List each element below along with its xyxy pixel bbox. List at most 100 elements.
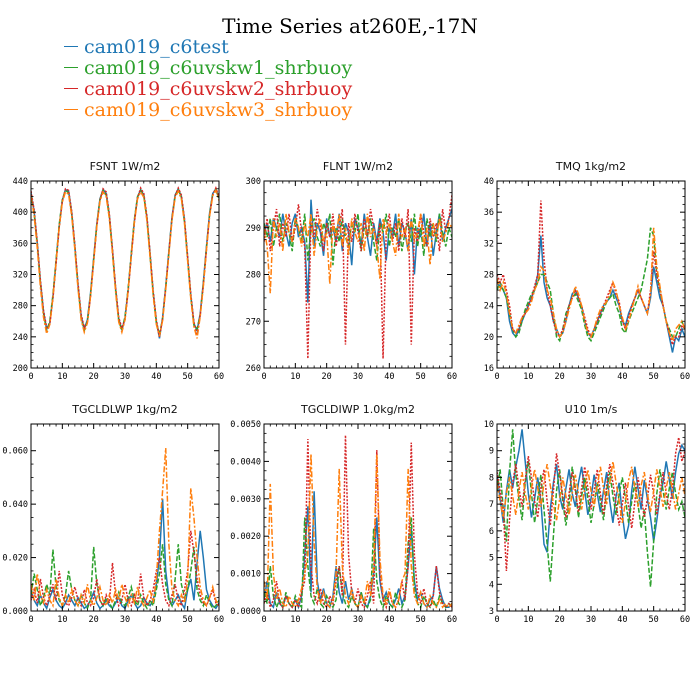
chart-panel: U10 1m/s 0 10 20 30 40 50 60 3 4 5 6 7 8 9 10 <box>484 403 690 625</box>
y-tick-label: 0.020 <box>2 554 28 564</box>
panel-title: U10 1m/s <box>565 403 618 416</box>
y-tick-label: 0.0030 <box>230 495 261 505</box>
x-tick-label: 50 <box>416 615 426 625</box>
y-tick-label: 40 <box>484 177 494 187</box>
x-tick-label: 20 <box>89 372 99 382</box>
y-tick-label: 24 <box>484 302 494 312</box>
x-tick-label: 0 <box>261 372 266 382</box>
x-tick-label: 40 <box>151 615 161 625</box>
legend-label: cam019_c6test <box>84 36 229 58</box>
y-tick-label: 320 <box>13 271 28 281</box>
x-tick-label: 30 <box>120 615 130 625</box>
chart-panel: TGCLDIWP 1.0kg/m2 0 10 20 30 40 50 60 0.0000 0.00… <box>230 403 457 625</box>
x-tick-label: 10 <box>290 372 300 382</box>
chart-panel: FLNT 1W/m2 0 10 20 30 40 50 60 260 270 280 290 300 <box>246 160 457 382</box>
y-tick-label: 360 <box>13 239 28 249</box>
legend-swatch <box>64 87 78 89</box>
series-line <box>31 447 219 608</box>
y-tick-label: 5 <box>489 554 494 564</box>
y-tick-label: 200 <box>13 364 28 374</box>
x-tick-label: 40 <box>617 615 627 625</box>
x-tick-label: 20 <box>322 372 332 382</box>
x-tick-label: 10 <box>290 615 300 625</box>
x-tick-label: 20 <box>555 372 565 382</box>
series-line <box>264 517 452 610</box>
x-tick-label: 60 <box>214 372 224 382</box>
legend-swatch <box>64 66 78 68</box>
series-line <box>31 188 219 339</box>
legend-label: cam019_c6uvskw2_shrbuoy <box>84 78 353 100</box>
y-tick-label: 0.0010 <box>230 570 261 580</box>
x-tick-label: 30 <box>353 615 363 625</box>
y-tick-label: 0.0000 <box>230 607 261 617</box>
x-tick-label: 10 <box>523 372 533 382</box>
x-tick-label: 20 <box>555 615 565 625</box>
y-tick-label: 270 <box>246 317 261 327</box>
x-tick-label: 20 <box>89 615 99 625</box>
legend-item: cam019_c6test <box>64 37 352 58</box>
y-tick-label: 10 <box>484 420 494 430</box>
page-title: Time Series at260E,-17N <box>222 14 478 38</box>
panel-title: TGCLDIWP 1.0kg/m2 <box>300 403 415 416</box>
x-tick-label: 60 <box>680 372 690 382</box>
y-tick-label: 0.060 <box>2 447 28 457</box>
series-line <box>497 227 685 344</box>
series-line <box>497 437 685 571</box>
legend-label: cam019_c6uvskw1_shrbuoy <box>84 57 353 79</box>
y-tick-label: 8 <box>489 473 494 483</box>
x-tick-label: 50 <box>649 615 659 625</box>
legend-item: cam019_c6uvskw3_shrbuoy <box>64 100 352 121</box>
series-line <box>264 213 452 294</box>
chart-panel: TMQ 1kg/m2 0 10 20 30 40 50 60 16 20 24 28 32 36 40 <box>484 160 690 382</box>
x-tick-label: 60 <box>680 615 690 625</box>
legend-label: cam019_c6uvskw3_shrbuoy <box>84 99 353 121</box>
chart-panel: TGCLDLWP 1kg/m2 0 10 20 30 40 50 60 0.000 0.020 0.… <box>2 403 224 625</box>
x-tick-label: 30 <box>586 615 596 625</box>
x-tick-label: 50 <box>649 372 659 382</box>
legend-item: cam019_c6uvskw1_shrbuoy <box>64 58 352 79</box>
x-tick-label: 40 <box>617 372 627 382</box>
x-tick-label: 0 <box>261 615 266 625</box>
x-tick-label: 50 <box>416 372 426 382</box>
series-line <box>497 461 685 523</box>
y-tick-label: 0.0020 <box>230 532 261 542</box>
panel-title: TGCLDLWP 1kg/m2 <box>71 403 177 416</box>
x-tick-label: 0 <box>494 372 499 382</box>
y-tick-label: 28 <box>484 271 494 281</box>
y-tick-label: 290 <box>246 224 261 234</box>
x-tick-label: 30 <box>120 372 130 382</box>
x-tick-label: 30 <box>586 372 596 382</box>
series-line <box>264 453 452 609</box>
y-tick-label: 32 <box>484 239 494 249</box>
legend: cam019_c6test cam019_c6uvskw1_shrbuoy ca… <box>64 37 352 121</box>
plot-frame <box>263 423 453 612</box>
panel-title: FSNT 1W/m2 <box>90 160 161 173</box>
y-tick-label: 20 <box>484 333 494 343</box>
y-tick-label: 9 <box>489 447 494 457</box>
legend-swatch <box>64 45 78 47</box>
series-line <box>497 429 685 588</box>
plot-frame <box>263 180 453 369</box>
y-tick-label: 0.000 <box>2 607 28 617</box>
y-tick-label: 280 <box>246 271 261 281</box>
y-tick-label: 6 <box>489 527 494 537</box>
x-tick-label: 0 <box>28 615 33 625</box>
plot-frame <box>30 180 220 369</box>
x-tick-label: 40 <box>384 372 394 382</box>
x-tick-label: 0 <box>494 615 499 625</box>
y-tick-label: 260 <box>246 364 261 374</box>
x-tick-label: 40 <box>384 615 394 625</box>
x-tick-label: 60 <box>447 372 457 382</box>
y-tick-label: 7 <box>489 500 494 510</box>
y-tick-label: 36 <box>484 208 494 218</box>
y-tick-label: 0.0050 <box>230 420 261 430</box>
y-tick-label: 440 <box>13 177 28 187</box>
legend-item: cam019_c6uvskw2_shrbuoy <box>64 79 352 100</box>
y-tick-label: 280 <box>13 302 28 312</box>
x-tick-label: 60 <box>214 615 224 625</box>
series-line <box>264 199 452 303</box>
y-tick-label: 240 <box>13 333 28 343</box>
x-tick-label: 10 <box>57 615 67 625</box>
y-tick-label: 0.040 <box>2 500 28 510</box>
